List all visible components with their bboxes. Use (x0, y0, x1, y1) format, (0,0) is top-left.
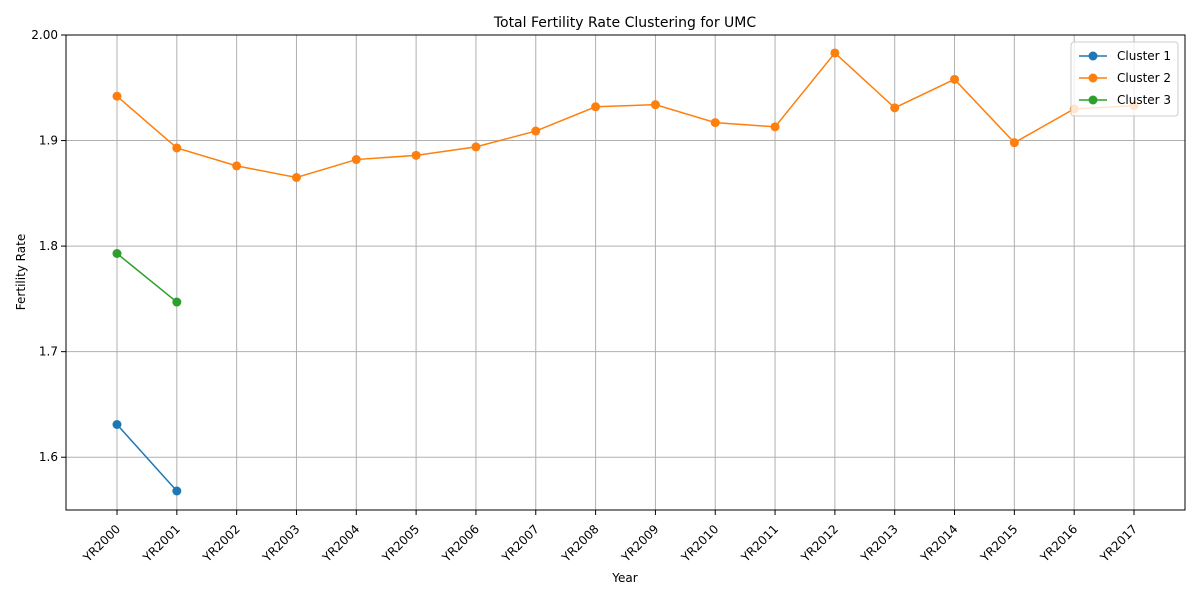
legend-label: Cluster 2 (1117, 71, 1171, 85)
y-tick-label: 1.9 (39, 134, 58, 148)
x-tick-label: YR2005 (379, 522, 422, 565)
series-2-point (591, 102, 601, 112)
x-tick-label: YR2008 (558, 522, 601, 565)
series-1-point (172, 486, 182, 496)
series-2-point (112, 91, 122, 101)
series-line-3 (116, 252, 178, 303)
legend-marker (1088, 95, 1098, 105)
legend: Cluster 1 Cluster 2 Cluster 3 (1070, 41, 1179, 117)
series-2-point (411, 150, 421, 160)
x-tick-label: YR2003 (259, 522, 302, 565)
series-3-point (172, 297, 182, 307)
series-2-point (890, 103, 900, 113)
y-tick-label: 1.7 (39, 345, 58, 359)
series-2-point (531, 126, 541, 136)
legend-box (1070, 41, 1179, 117)
series-2-point (710, 118, 720, 128)
legend-label: Cluster 3 (1117, 93, 1171, 107)
series-2-point (232, 161, 242, 171)
legend-label: Cluster 1 (1117, 49, 1171, 63)
x-axis-label: Year (611, 571, 637, 585)
x-tick-label: YR2007 (499, 522, 542, 565)
y-tick-label: 1.6 (39, 450, 58, 464)
x-tick-label: YR2009 (618, 522, 661, 565)
x-tick-label: YR2010 (678, 522, 721, 565)
x-tick-label: YR2014 (917, 522, 960, 565)
plot-frame (65, 34, 1186, 511)
series-line-1 (116, 423, 178, 492)
x-tick-label: YR2015 (977, 522, 1020, 565)
x-tick-label: YR2012 (798, 522, 841, 565)
series-3-point (112, 249, 122, 258)
x-tick-label: YR2013 (858, 522, 901, 565)
legend-marker (1088, 73, 1098, 83)
series-2-point (291, 173, 301, 182)
x-tick-label: YR2006 (439, 522, 482, 565)
series-2-point (830, 48, 840, 58)
x-tick-label: YR2004 (319, 522, 362, 565)
y-tick-label: 2.00 (31, 28, 58, 42)
x-tick-label: YR2000 (80, 522, 123, 565)
series-2-point (650, 100, 660, 110)
x-tick-label: YR2011 (738, 522, 781, 565)
series-2-point (172, 143, 182, 153)
legend-marker (1088, 51, 1098, 61)
series-2-point (471, 142, 481, 152)
series-2-point (1009, 138, 1019, 148)
series-1-point (112, 420, 122, 429)
series-2-point (351, 155, 361, 165)
y-axis-ticks: 1.6 1.7 1.8 1.9 2.00 (31, 28, 66, 464)
chart-title: Total Fertility Rate Clustering for UMC (493, 15, 757, 31)
x-tick-label: YR2001 (140, 522, 183, 565)
x-axis-ticks: YR2000 YR2001 YR2002 YR2003 YR2004 YR2005 YR20… (80, 510, 1140, 565)
y-axis-label: Fertility Rate (14, 234, 28, 310)
x-tick-label: YR2002 (199, 522, 242, 565)
x-tick-label: YR2017 (1097, 522, 1140, 565)
series-layer (112, 48, 1139, 496)
series-2-point (950, 74, 960, 84)
x-tick-label: YR2016 (1037, 522, 1080, 565)
series-line-2 (116, 51, 1135, 179)
series-2-point (770, 122, 780, 132)
y-tick-label: 1.8 (39, 239, 58, 253)
